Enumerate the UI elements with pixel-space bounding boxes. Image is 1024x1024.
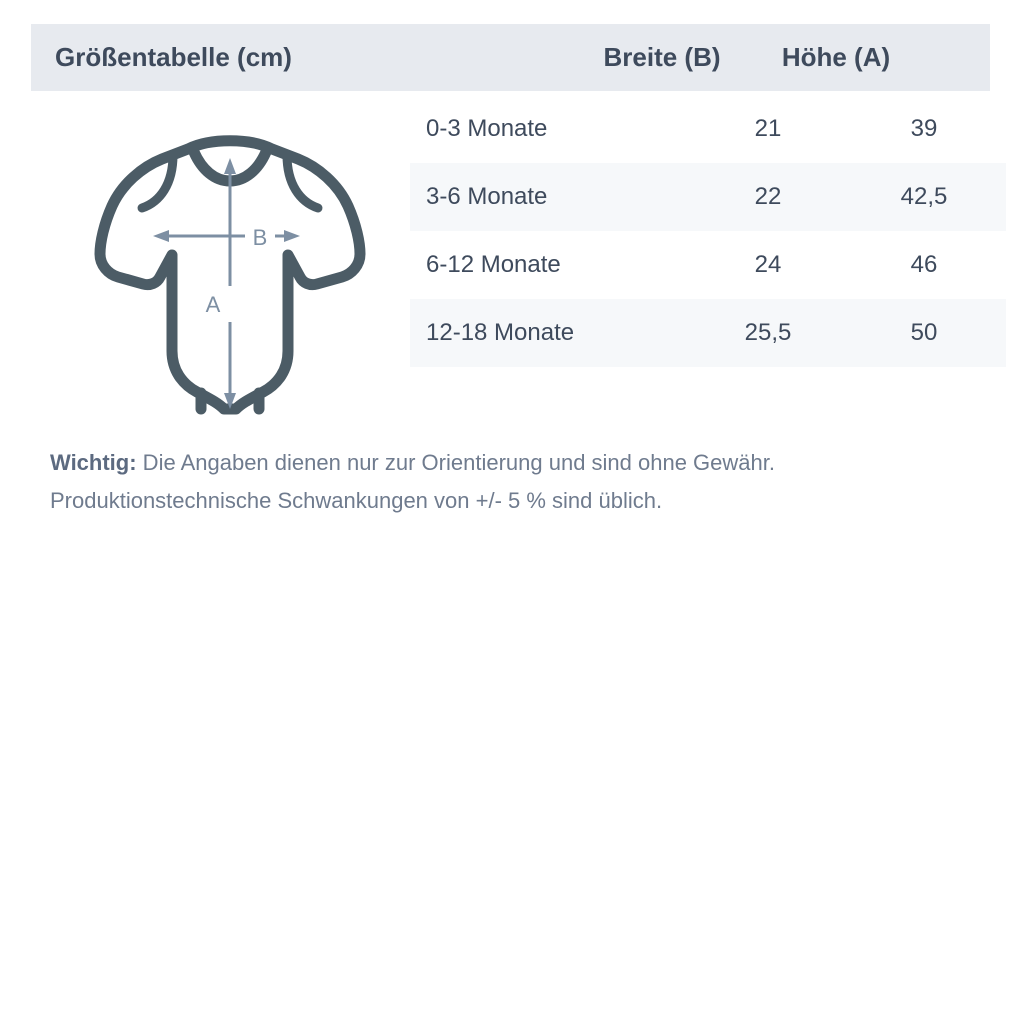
cell-width: 24	[754, 251, 782, 278]
table-header-band	[31, 24, 990, 91]
table-row: 3-6 Monate 22 42,5	[410, 163, 1006, 231]
bodysuit-illustration: B A	[70, 126, 390, 418]
armhole-right-path	[282, 150, 323, 213]
size-table: 0-3 Monate 21 39 3-6 Monate 22 42,5 6-12…	[410, 95, 1006, 367]
measure-arrow-height-top	[224, 158, 236, 174]
table-row: 6-12 Monate 24 46	[410, 231, 1006, 299]
table-row: 12-18 Monate 25,5 50	[410, 299, 1006, 367]
size-table-body: 0-3 Monate 21 39 3-6 Monate 22 42,5 6-12…	[410, 95, 1006, 367]
cell-height: 39	[910, 115, 938, 142]
disclaimer-line-1: Die Angaben dienen nur zur Orientierung …	[136, 450, 775, 475]
armhole-left-path	[137, 150, 178, 213]
disclaimer-label: Wichtig:	[50, 450, 137, 475]
column-header-height: Höhe (A)	[781, 42, 891, 72]
cell-height: 42,5	[900, 183, 948, 210]
cell-size: 12-18 Monate	[426, 319, 575, 346]
cell-size: 6-12 Monate	[426, 251, 561, 278]
page-title: Größentabelle (cm)	[55, 42, 292, 72]
cell-width: 21	[754, 115, 782, 142]
crotch-tab-path	[195, 387, 265, 415]
disclaimer-line-2: Produktionstechnische Schwankungen von +…	[50, 488, 663, 513]
measure-arrow-height-bottom	[224, 393, 236, 409]
measure-label-height: A	[206, 292, 221, 317]
cell-height: 46	[910, 251, 938, 278]
column-header-width: Breite (B)	[603, 42, 721, 72]
measure-arrow-width-left	[153, 230, 169, 242]
cell-width: 25,5	[744, 319, 792, 346]
measure-arrow-width-right	[284, 230, 300, 242]
cell-size: 3-6 Monate	[426, 183, 548, 210]
table-row: 0-3 Monate 21 39	[410, 95, 1006, 163]
cell-size: 0-3 Monate	[426, 115, 548, 142]
cell-height: 50	[910, 319, 938, 346]
cell-width: 22	[754, 183, 782, 210]
bodysuit-outline-path	[94, 135, 366, 415]
disclaimer-note: Wichtig: Die Angaben dienen nur zur Orie…	[50, 444, 980, 520]
measure-label-width: B	[253, 225, 268, 250]
